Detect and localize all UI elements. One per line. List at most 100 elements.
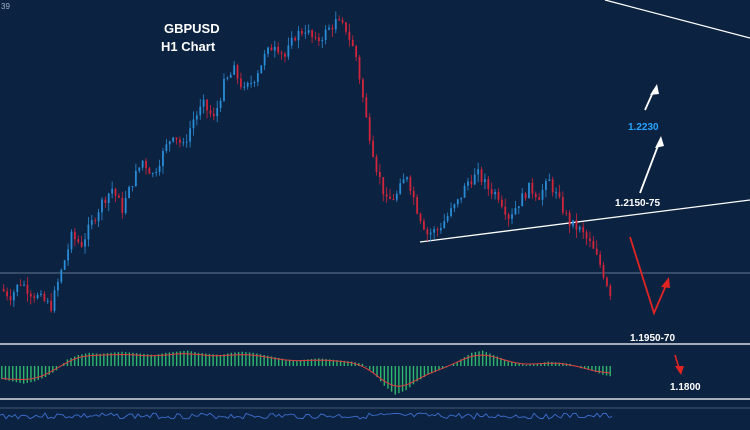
candle-body — [192, 119, 195, 129]
candle-body — [395, 193, 398, 200]
up-arrow-lower-shaft — [639, 142, 660, 194]
candle-body — [345, 22, 347, 32]
candle-body — [409, 177, 412, 191]
candle-body — [375, 156, 378, 173]
candle-body — [195, 115, 198, 120]
candle-body — [592, 240, 595, 249]
candle-body — [118, 195, 120, 198]
candle-body — [589, 238, 591, 241]
candle-body — [131, 186, 134, 188]
candle-body — [182, 142, 185, 144]
candle-body — [368, 117, 371, 141]
candle-body — [446, 216, 449, 222]
candle-body — [572, 220, 574, 226]
candle-body — [216, 108, 219, 117]
candle-body — [534, 193, 537, 198]
candle-body — [558, 192, 561, 197]
candle-body — [77, 239, 80, 242]
candle-body — [284, 53, 286, 57]
candle-body — [277, 46, 280, 53]
candle-body — [253, 81, 256, 83]
candle-body — [263, 53, 266, 66]
candle-body — [304, 32, 307, 34]
candle-body — [101, 199, 103, 213]
candle-body — [399, 183, 402, 194]
candle-body — [50, 300, 53, 311]
candle-body — [121, 197, 124, 213]
candle-body — [209, 110, 212, 114]
candle-body — [53, 290, 56, 311]
candle-body — [433, 229, 435, 233]
candle-body — [362, 79, 364, 98]
candle-body — [90, 220, 93, 225]
candle-body — [426, 229, 429, 235]
candle-body — [378, 172, 381, 178]
candle-body — [351, 39, 354, 47]
candle-body — [80, 241, 83, 247]
candle-body — [138, 167, 141, 171]
candle-body — [565, 212, 568, 214]
candle-body — [185, 141, 188, 143]
candle-body — [341, 20, 344, 23]
candle-body — [256, 73, 259, 82]
candle-body — [595, 248, 598, 255]
candle-body — [585, 232, 588, 239]
bullish-projection-arrows — [639, 84, 664, 194]
candle-body — [114, 188, 117, 196]
level-label-1-2230: 1.2230 — [628, 122, 659, 133]
candle-body — [124, 198, 127, 213]
candle-body — [145, 160, 147, 169]
candle-body — [385, 194, 388, 197]
level-label-1-1950-70: 1.1950-70 — [630, 333, 675, 344]
candle-body — [240, 78, 242, 88]
candle-body — [141, 160, 144, 168]
candle-body — [321, 39, 324, 42]
down-path-zigzag — [629, 236, 668, 316]
candle-body — [84, 239, 86, 247]
candle-body — [555, 192, 557, 194]
candle-body — [162, 150, 164, 167]
candle-body — [575, 220, 578, 230]
candle-body — [470, 181, 473, 185]
chart-title-timeframe: H1 Chart — [161, 39, 216, 54]
candle-body — [175, 137, 178, 140]
candle-body — [314, 37, 317, 39]
candle-body — [60, 269, 63, 282]
candle-body — [290, 37, 293, 46]
candle-body — [199, 106, 202, 116]
candle-body — [233, 65, 236, 75]
candle-body — [507, 214, 510, 219]
candle-body — [551, 179, 554, 193]
candle-body — [423, 221, 425, 230]
candle-body — [473, 174, 476, 185]
candle-body — [568, 212, 571, 226]
candle-body — [456, 199, 459, 205]
candle-body — [223, 78, 225, 101]
candle-body — [297, 31, 300, 41]
candle-body — [246, 82, 249, 87]
candle-body — [165, 144, 168, 151]
candle-body — [40, 293, 42, 295]
candle-body — [480, 169, 483, 183]
candle-body — [419, 213, 422, 222]
candle-body — [172, 137, 175, 142]
candle-body — [463, 185, 466, 198]
candle-body — [270, 47, 273, 51]
candle-body — [260, 65, 263, 74]
resistance-trendline — [604, 0, 750, 39]
candle-body — [561, 196, 564, 213]
zigzag-arrow-head — [661, 277, 670, 288]
candle-body — [189, 128, 191, 142]
candle-body — [23, 284, 25, 286]
level-label-1-1800: 1.1800 — [670, 382, 701, 393]
candle-body — [372, 140, 374, 157]
candle-body — [416, 197, 419, 214]
candle-body — [365, 97, 368, 118]
candle-body — [517, 206, 520, 208]
candle-body — [29, 293, 32, 297]
candle-body — [273, 46, 276, 51]
candle-body — [168, 141, 171, 145]
candle-body — [107, 193, 110, 204]
candle-body — [294, 37, 297, 41]
candle-body — [317, 37, 320, 42]
